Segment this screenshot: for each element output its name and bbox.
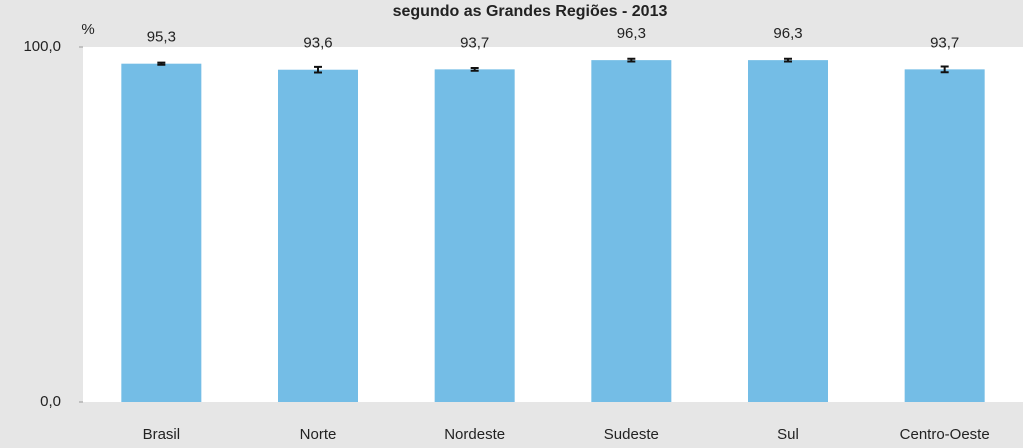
data-label: 95,3 — [147, 29, 176, 46]
data-label: 93,7 — [930, 34, 959, 51]
x-tick-label: Norte — [300, 426, 337, 443]
plot-area — [83, 47, 1023, 402]
error-bar — [784, 57, 792, 63]
y-axis-label: % — [81, 21, 94, 38]
bar — [121, 63, 202, 403]
bar — [748, 60, 828, 402]
error-bar — [627, 57, 636, 63]
bar — [278, 69, 358, 402]
error-bar — [314, 65, 322, 74]
bar — [904, 69, 985, 403]
y-tick-label: 0,0 — [40, 393, 61, 410]
error-bar — [157, 61, 166, 66]
error-bar — [470, 66, 479, 72]
x-tick-label: Sudeste — [604, 426, 659, 443]
chart-title: segundo as Grandes Regiões - 2013 — [393, 3, 668, 20]
x-tick-label: Nordeste — [444, 426, 505, 443]
error-bar — [940, 65, 949, 74]
data-label: 93,6 — [303, 35, 332, 52]
data-label: 93,7 — [460, 34, 489, 51]
x-tick-label: Sul — [777, 426, 799, 443]
bar — [591, 60, 672, 402]
data-label: 96,3 — [773, 25, 802, 42]
x-tick-label: Centro-Oeste — [900, 426, 990, 443]
y-tick-label: 100,0 — [23, 38, 61, 55]
data-label: 96,3 — [617, 25, 646, 42]
bar — [434, 69, 515, 403]
x-tick-label: Brasil — [143, 426, 181, 443]
